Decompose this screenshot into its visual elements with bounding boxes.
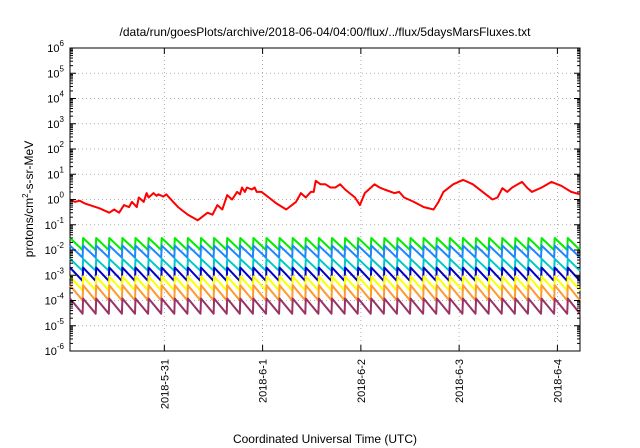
series-line <box>69 275 581 292</box>
x-axis: 2018-5-31 2018-6-1 2018-6-2 2018-6-3 2018-6-… <box>159 48 564 409</box>
y-tick-label: 10-5 <box>45 317 65 333</box>
x-tick-label: 2018-6-2 <box>356 359 368 403</box>
y-tick-label: 10-3 <box>45 266 65 282</box>
series-line <box>69 257 581 272</box>
y-tick-label: 100 <box>47 191 64 207</box>
y-tick-label: 10-1 <box>45 216 65 232</box>
y-axis-label-main: protons/cm <box>22 198 36 257</box>
y-tick-label: 105 <box>47 64 64 80</box>
y-tick-label: 101 <box>47 165 64 181</box>
series-line <box>69 297 581 315</box>
y-tick-label: 10-2 <box>45 241 65 257</box>
y-tick-label: 10-4 <box>45 292 65 308</box>
x-axis-label: Coordinated Universal Time (UTC) <box>233 432 417 446</box>
y-tick-label: 10-6 <box>45 342 65 358</box>
x-tick-label: 2018-6-3 <box>454 359 466 403</box>
y-tick-label: 106 <box>47 39 64 55</box>
x-tick-label: 2018-6-4 <box>552 359 564 403</box>
series-layer <box>69 178 581 315</box>
series-line <box>69 237 581 251</box>
series-line <box>69 266 581 282</box>
x-tick-label: 2018-6-1 <box>258 359 270 403</box>
x-tick-label: 2018-5-31 <box>159 359 171 409</box>
y-tick-label: 103 <box>47 115 64 131</box>
chart-title: /data/run/goesPlots/archive/2018-06-04/0… <box>120 25 532 39</box>
series-line <box>69 178 581 222</box>
y-tick-label: 102 <box>47 140 64 156</box>
series-line <box>69 244 581 259</box>
y-tick-label: 104 <box>47 90 64 106</box>
series-line <box>69 284 581 302</box>
y-axis: 10-6 10-5 10-4 10-3 10-2 10-1 100 101 102 103 104 1… <box>45 39 580 358</box>
y-axis-label-tail: -s-sr-MeV <box>22 141 36 194</box>
y-axis-label-sup: 2 <box>21 193 30 198</box>
y-axis-label: protons/cm2-s-sr-MeV <box>21 141 36 257</box>
